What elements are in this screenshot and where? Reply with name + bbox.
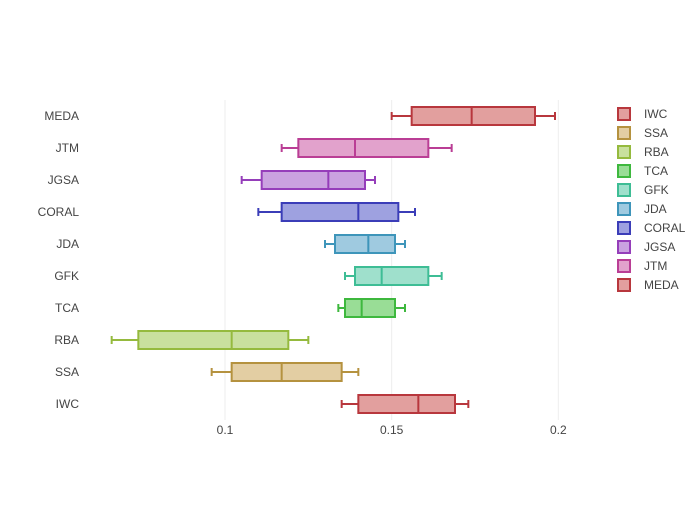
y-tick-label: RBA [54, 333, 79, 347]
y-tick-label: IWC [56, 397, 80, 411]
legend-swatch [617, 126, 631, 140]
legend-item-rba[interactable]: RBA [617, 145, 669, 159]
box-ssa[interactable] [210, 362, 360, 382]
x-tick-label: 0.15 [380, 423, 404, 437]
legend-label: RBA [644, 145, 669, 159]
box-iqr [410, 106, 536, 126]
legend-swatch [617, 240, 631, 254]
box-iqr [297, 138, 430, 158]
legend-label: MEDA [644, 278, 679, 292]
legend-item-iwc[interactable]: IWC [617, 107, 668, 121]
y-tick-label: JTM [56, 141, 79, 155]
legend-item-jgsa[interactable]: JGSA [617, 240, 675, 254]
box-coral[interactable] [257, 202, 416, 222]
legend-label: GFK [644, 183, 669, 197]
legend-item-jda[interactable]: JDA [617, 202, 667, 216]
legend-label: JTM [644, 259, 667, 273]
y-tick-label: CORAL [38, 205, 80, 219]
box-iqr [334, 234, 396, 254]
box-rba[interactable] [110, 330, 310, 350]
box-gfk[interactable] [344, 266, 443, 286]
box-meda[interactable] [390, 106, 556, 126]
box-iqr [280, 202, 400, 222]
legend-item-ssa[interactable]: SSA [617, 126, 668, 140]
legend-swatch [617, 259, 631, 273]
legend-label: JGSA [644, 240, 675, 254]
legend-swatch [617, 183, 631, 197]
legend: IWC SSA RBA TCA GFK JDA CORAL JGSA JTM MEDA [617, 107, 686, 292]
legend-label: CORAL [644, 221, 686, 235]
box-iqr [357, 394, 457, 414]
x-tick-label: 0.2 [550, 423, 567, 437]
y-tick-label: JGSA [48, 173, 79, 187]
legend-label: TCA [644, 164, 668, 178]
legend-item-gfk[interactable]: GFK [617, 183, 669, 197]
y-tick-label: JDA [56, 237, 79, 251]
y-tick-label: MEDA [44, 109, 79, 123]
legend-item-tca[interactable]: TCA [617, 164, 668, 178]
box-iqr [344, 298, 396, 318]
boxes [110, 106, 556, 414]
axes: 0.1 0.15 0.2 IWC SSA RBA TCA GFK JDA CORAL JGSA JTM… [38, 109, 567, 437]
box-iqr [354, 266, 430, 286]
y-tick-label: GFK [54, 269, 79, 283]
legend-label: IWC [644, 107, 668, 121]
legend-swatch [617, 278, 631, 292]
legend-item-coral[interactable]: CORAL [617, 221, 686, 235]
legend-item-meda[interactable]: MEDA [617, 278, 679, 292]
box-jda[interactable] [324, 234, 406, 254]
legend-swatch [617, 107, 631, 121]
legend-label: JDA [644, 202, 667, 216]
box-iqr [260, 170, 366, 190]
box-iwc[interactable] [340, 394, 470, 414]
y-tick-label: TCA [55, 301, 79, 315]
legend-swatch [617, 202, 631, 216]
box-iqr [230, 362, 343, 382]
y-tick-label: SSA [55, 365, 79, 379]
box-iqr [137, 330, 290, 350]
legend-swatch [617, 164, 631, 178]
legend-swatch [617, 221, 631, 235]
x-tick-label: 0.1 [217, 423, 234, 437]
box-jgsa[interactable] [240, 170, 376, 190]
box-jtm[interactable] [280, 138, 453, 158]
box-tca[interactable] [337, 298, 406, 318]
legend-swatch [617, 145, 631, 159]
legend-label: SSA [644, 126, 668, 140]
legend-item-jtm[interactable]: JTM [617, 259, 667, 273]
